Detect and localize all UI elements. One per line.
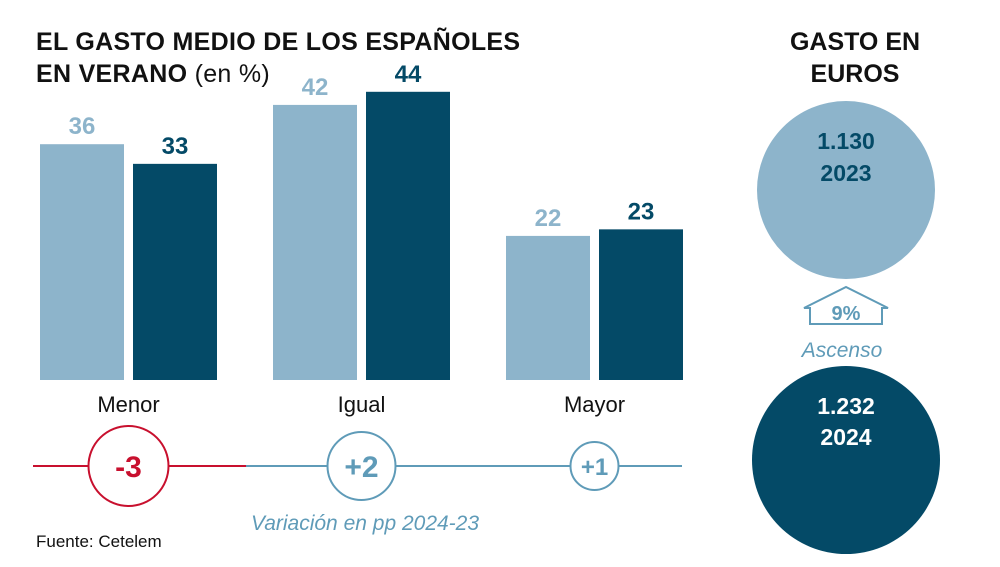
category-label-igual: Igual xyxy=(338,392,386,417)
source-note: Fuente: Cetelem xyxy=(36,532,162,551)
bubble-2023-year: 2023 xyxy=(820,160,871,186)
bar-mayor-2024 xyxy=(599,229,683,380)
chart-title-line-2: EN VERANO (en %) xyxy=(36,58,520,90)
bar-igual-2024 xyxy=(366,91,450,381)
bubble-2024-year: 2024 xyxy=(820,424,871,450)
bubble-2023 xyxy=(757,101,935,279)
bar-value-mayor-2024: 23 xyxy=(628,198,655,225)
bubble-2024-amount: 1.232 xyxy=(817,393,875,419)
bar-value-mayor-2023: 22 xyxy=(535,205,562,232)
variation-circle-mayor xyxy=(569,441,620,491)
bar-value-menor-2023: 36 xyxy=(69,113,96,140)
category-label-mayor: Mayor xyxy=(564,392,625,417)
bar-value-igual-2024: 44 xyxy=(395,61,422,88)
category-label-menor: Menor xyxy=(97,392,159,417)
variation-value-menor: -3 xyxy=(115,451,142,484)
bar-value-menor-2024: 33 xyxy=(162,133,189,160)
bar-mayor-2023 xyxy=(506,235,590,380)
variation-circle-igual xyxy=(326,431,397,501)
side-panel-title-line-1: GASTO EN xyxy=(789,28,921,56)
variation-value-igual: +2 xyxy=(344,451,378,484)
increase-label: Ascenso xyxy=(800,339,883,362)
bar-menor-2023 xyxy=(40,144,124,380)
bubble-2024 xyxy=(752,366,940,554)
variation-circle-menor xyxy=(87,425,170,507)
increase-arrow-icon xyxy=(803,285,889,325)
bar-menor-2024 xyxy=(133,163,217,380)
chart-title-line-1: EL GASTO MEDIO DE LOS ESPAÑOLES xyxy=(36,28,521,56)
bubble-2023-amount: 1.130 xyxy=(817,128,875,154)
bar-igual-2023 xyxy=(273,104,357,381)
increase-percentage: 9% xyxy=(832,303,861,325)
side-panel-title-line-2: EUROS xyxy=(810,60,900,88)
side-panel-title: GASTO EN EUROS xyxy=(760,26,950,90)
chart-title: EL GASTO MEDIO DE LOS ESPAÑOLES EN VERAN… xyxy=(36,26,520,90)
variation-value-mayor: +1 xyxy=(581,454,608,481)
bar-value-igual-2023: 42 xyxy=(302,74,329,101)
chart-title-line-2-text: EN VERANO xyxy=(36,60,188,88)
variation-caption: Variación en pp 2024-23 xyxy=(251,512,479,535)
chart-title-unit: (en %) xyxy=(194,60,271,88)
